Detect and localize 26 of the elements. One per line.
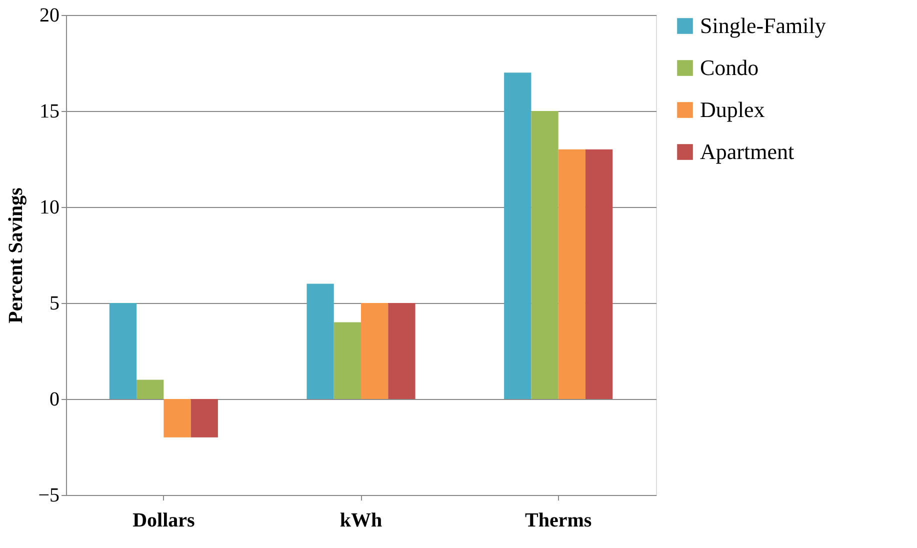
bar — [361, 303, 388, 399]
bar — [504, 72, 532, 399]
x-tick-label: kWh — [340, 510, 382, 532]
y-tick-label: 5 — [50, 292, 60, 314]
bar — [164, 399, 191, 438]
legend-label: Duplex — [700, 97, 765, 122]
x-tick-label: Therms — [524, 510, 592, 532]
y-tick-label: 20 — [40, 4, 60, 26]
bar — [136, 380, 164, 399]
bar — [109, 303, 137, 399]
y-tick-label: −5 — [38, 484, 60, 506]
bar — [190, 399, 218, 438]
legend-label: Apartment — [700, 139, 794, 164]
y-tick-label: 15 — [40, 100, 60, 122]
bar — [531, 111, 558, 399]
bar — [334, 322, 361, 399]
legend-label: Condo — [700, 55, 759, 80]
legend-label: Single-Family — [700, 13, 826, 38]
bar — [388, 303, 416, 399]
bar — [558, 149, 586, 399]
bar — [306, 284, 334, 399]
x-tick-label: Dollars — [132, 510, 195, 532]
bar — [585, 149, 613, 399]
y-tick-label: 10 — [40, 196, 60, 218]
y-tick-label: 0 — [50, 388, 60, 410]
y-axis-title: Percent Savings — [5, 187, 28, 324]
